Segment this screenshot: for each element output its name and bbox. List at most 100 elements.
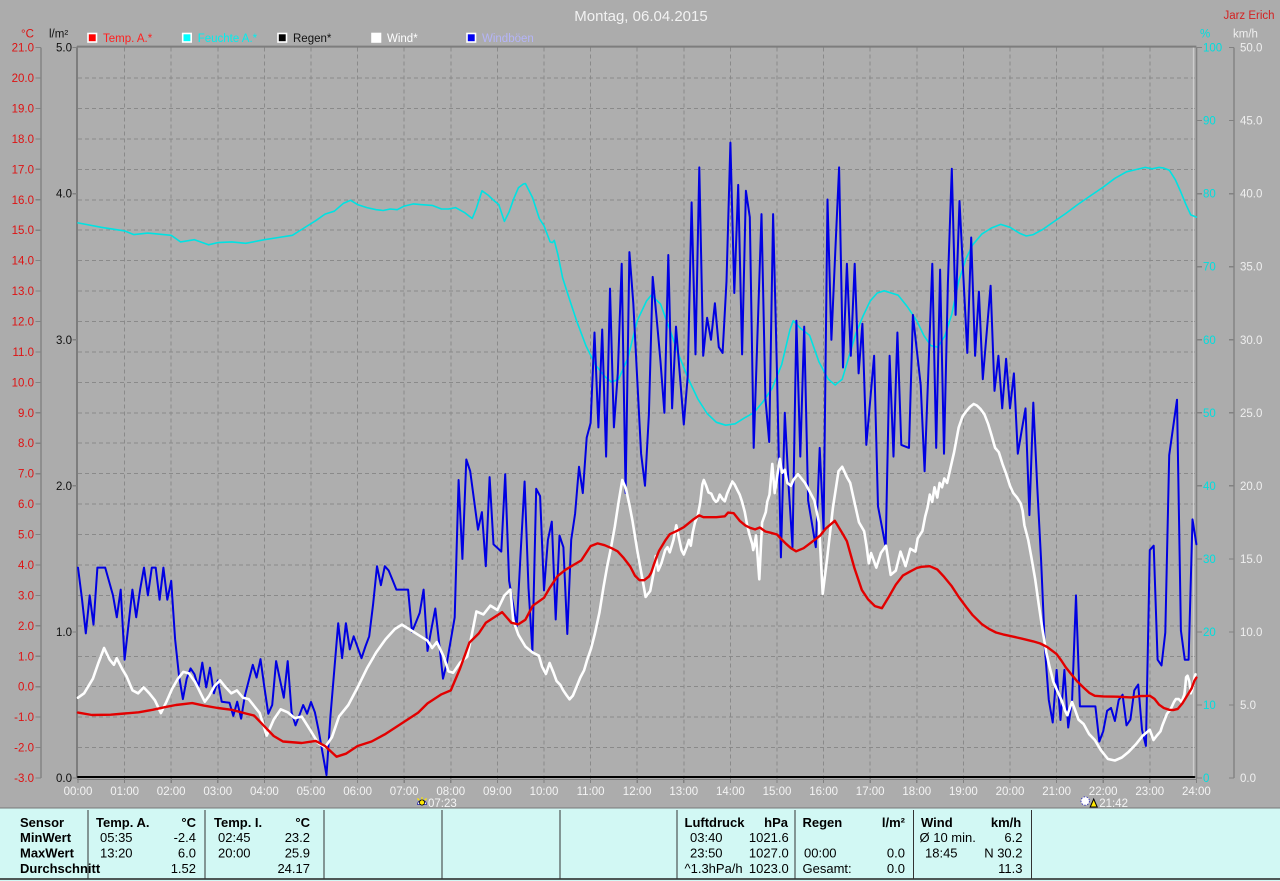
svg-text:02:00: 02:00 [157, 786, 186, 798]
svg-text:8.0: 8.0 [18, 438, 34, 450]
svg-text:14:00: 14:00 [716, 786, 745, 798]
svg-text:19:00: 19:00 [949, 786, 978, 798]
svg-text:18:00: 18:00 [902, 786, 931, 798]
svg-text:45.0: 45.0 [1240, 116, 1262, 128]
svg-text:21:42: 21:42 [1099, 798, 1128, 810]
svg-text:21:00: 21:00 [1042, 786, 1071, 798]
svg-text:10:00: 10:00 [530, 786, 559, 798]
svg-text:05:35: 05:35 [100, 830, 133, 845]
svg-text:35.0: 35.0 [1240, 262, 1262, 274]
svg-text:20: 20 [1203, 627, 1216, 639]
svg-text:17.0: 17.0 [12, 164, 34, 176]
svg-text:12:00: 12:00 [623, 786, 652, 798]
svg-text:°C: °C [295, 815, 310, 830]
svg-text:23:50: 23:50 [690, 846, 723, 861]
svg-text:03:00: 03:00 [203, 786, 232, 798]
svg-text:-3.0: -3.0 [14, 773, 34, 785]
svg-text:-2.0: -2.0 [14, 743, 34, 755]
svg-text:11.3: 11.3 [998, 861, 1022, 876]
svg-text:06:00: 06:00 [343, 786, 372, 798]
svg-text:08:00: 08:00 [436, 786, 465, 798]
svg-text:03:40: 03:40 [690, 830, 723, 845]
svg-text:11:00: 11:00 [577, 786, 605, 798]
svg-text:09:00: 09:00 [483, 786, 512, 798]
svg-text:1.52: 1.52 [171, 861, 196, 876]
svg-text:20:00: 20:00 [218, 846, 251, 861]
svg-text:13.0: 13.0 [12, 286, 34, 298]
svg-text:40: 40 [1203, 481, 1216, 493]
svg-text:4.0: 4.0 [18, 560, 34, 572]
svg-text:6.0: 6.0 [18, 499, 34, 511]
svg-text:1.0: 1.0 [56, 627, 72, 639]
svg-text:°C: °C [181, 815, 196, 830]
svg-text:Wind*: Wind* [387, 33, 418, 45]
svg-text:50.0: 50.0 [1240, 43, 1262, 55]
svg-text:10.0: 10.0 [1240, 627, 1262, 639]
svg-text:4.0: 4.0 [56, 189, 72, 201]
svg-text:7.0: 7.0 [18, 469, 34, 481]
svg-text:MaxWert: MaxWert [20, 846, 75, 861]
svg-text:90: 90 [1203, 116, 1216, 128]
svg-text:22:00: 22:00 [1089, 786, 1118, 798]
svg-text:13:20: 13:20 [100, 846, 133, 861]
svg-text:-1.0: -1.0 [14, 712, 34, 724]
svg-text:Montag, 06.04.2015: Montag, 06.04.2015 [574, 8, 707, 25]
svg-text:Feuchte A.*: Feuchte A.* [198, 33, 258, 45]
svg-text:0.0: 0.0 [56, 773, 72, 785]
svg-text:Temp. I.: Temp. I. [214, 815, 262, 830]
svg-text:11.0: 11.0 [12, 347, 34, 359]
svg-text:16:00: 16:00 [809, 786, 838, 798]
svg-text:15.0: 15.0 [12, 225, 34, 237]
svg-text:10.0: 10.0 [12, 377, 34, 389]
svg-text:05:00: 05:00 [297, 786, 326, 798]
svg-text:Luftdruck: Luftdruck [685, 815, 746, 830]
svg-text:1021.6: 1021.6 [749, 830, 789, 845]
svg-text:2.0: 2.0 [56, 481, 72, 493]
svg-text:6.0: 6.0 [178, 846, 196, 861]
svg-text:30.0: 30.0 [1240, 335, 1262, 347]
svg-text:0.0: 0.0 [887, 846, 905, 861]
svg-text:9.0: 9.0 [18, 408, 34, 420]
svg-text:N 30.2: N 30.2 [984, 846, 1022, 861]
svg-text:-2.4: -2.4 [174, 830, 196, 845]
svg-text:0.0: 0.0 [1240, 773, 1256, 785]
svg-text:Ø 10 min.: Ø 10 min. [920, 830, 976, 845]
svg-text:l/m²: l/m² [49, 29, 68, 41]
svg-text:20:00: 20:00 [996, 786, 1025, 798]
svg-text:20.0: 20.0 [12, 73, 34, 85]
svg-text:25.0: 25.0 [1240, 408, 1262, 420]
svg-text:°C: °C [21, 29, 34, 41]
svg-text:10: 10 [1203, 700, 1216, 712]
svg-text:21.0: 21.0 [12, 43, 34, 55]
svg-text:15.0: 15.0 [1240, 554, 1262, 566]
svg-text:1027.0: 1027.0 [749, 846, 789, 861]
svg-text:^1.3hPa/h: ^1.3hPa/h [685, 861, 743, 876]
svg-text:0.0: 0.0 [887, 861, 905, 876]
svg-text:60: 60 [1203, 335, 1216, 347]
svg-text:15:00: 15:00 [763, 786, 792, 798]
svg-text:Gesamt:: Gesamt: [803, 861, 852, 876]
svg-text:25.9: 25.9 [285, 846, 310, 861]
svg-text:19.0: 19.0 [12, 104, 34, 116]
svg-text:40.0: 40.0 [1240, 189, 1262, 201]
svg-text:5.0: 5.0 [56, 43, 72, 55]
svg-text:5.0: 5.0 [18, 530, 34, 542]
svg-text:80: 80 [1203, 189, 1216, 201]
svg-text:24.17: 24.17 [277, 861, 310, 876]
svg-text:0.0: 0.0 [18, 682, 34, 694]
svg-text:30: 30 [1203, 554, 1216, 566]
svg-text:18:45: 18:45 [925, 846, 958, 861]
svg-text:16.0: 16.0 [12, 195, 34, 207]
svg-text:3.0: 3.0 [56, 335, 72, 347]
svg-text:18.0: 18.0 [12, 134, 34, 146]
svg-text:km/h: km/h [991, 815, 1021, 830]
svg-text:Wind: Wind [921, 815, 953, 830]
svg-text:5.0: 5.0 [1240, 700, 1256, 712]
svg-text:14.0: 14.0 [12, 256, 34, 268]
svg-text:17:00: 17:00 [856, 786, 885, 798]
svg-text:Temp. A.: Temp. A. [96, 815, 149, 830]
svg-text:Durchschnitt: Durchschnitt [20, 861, 101, 876]
svg-text:km/h: km/h [1233, 29, 1258, 41]
svg-text:70: 70 [1203, 262, 1216, 274]
svg-text:6.2: 6.2 [1004, 830, 1022, 845]
